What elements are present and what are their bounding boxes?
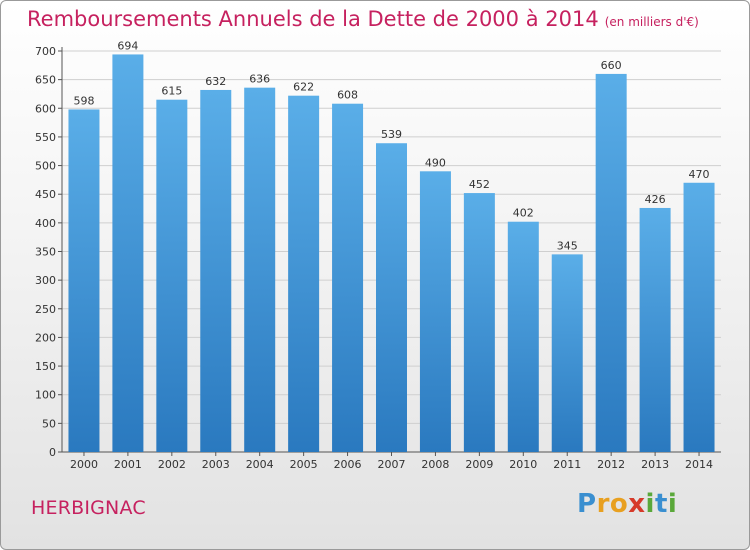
y-tick-label: 50	[42, 417, 56, 430]
chart-title-text: Remboursements Annuels de la Dette de 20…	[27, 7, 599, 31]
bar	[112, 54, 144, 453]
logo-letter: t	[654, 489, 668, 519]
bar-value-label: 660	[601, 59, 622, 72]
y-tick-label: 650	[35, 74, 56, 87]
x-tick-label: 2011	[553, 458, 581, 471]
y-tick-label: 100	[35, 389, 56, 402]
bar-value-label: 608	[337, 89, 358, 102]
x-tick-label: 2001	[114, 458, 142, 471]
x-tick-label: 2000	[70, 458, 98, 471]
bar	[68, 109, 100, 452]
y-tick-label: 450	[35, 188, 56, 201]
bar	[551, 254, 583, 452]
x-tick-label: 2004	[246, 458, 274, 471]
bar	[156, 99, 188, 452]
logo-letter: x	[628, 489, 646, 519]
bar	[244, 87, 276, 453]
bar-value-label: 402	[513, 207, 534, 220]
bar-value-label: 470	[689, 168, 710, 181]
chart-title-unit: (en milliers d'€)	[604, 15, 699, 29]
bar-value-label: 615	[161, 85, 182, 98]
bar-value-label: 490	[425, 156, 446, 169]
logo-letter: o	[609, 489, 629, 519]
commune-name: HERBIGNAC	[31, 497, 146, 519]
y-tick-label: 500	[35, 160, 56, 173]
y-tick-label: 700	[35, 45, 56, 58]
bar	[639, 207, 671, 452]
bar	[200, 89, 232, 452]
bar	[463, 193, 495, 452]
bar	[507, 221, 539, 452]
x-tick-label: 2013	[641, 458, 669, 471]
bar-value-label: 622	[293, 81, 314, 94]
x-tick-label: 2003	[202, 458, 230, 471]
bar-value-label: 636	[249, 73, 270, 86]
x-tick-label: 2010	[509, 458, 537, 471]
bar	[595, 73, 627, 453]
bar-value-label: 426	[645, 193, 666, 206]
bar	[288, 95, 320, 452]
y-tick-label: 550	[35, 131, 56, 144]
y-tick-label: 300	[35, 274, 56, 287]
bar-value-label: 452	[469, 178, 490, 191]
logo-letter: i	[667, 489, 678, 519]
logo-letter: i	[645, 489, 655, 519]
x-tick-label: 2007	[378, 458, 406, 471]
logo-letter: r	[596, 489, 610, 519]
proxiti-logo: Proxiti	[577, 489, 677, 519]
x-tick-label: 2014	[685, 458, 713, 471]
x-tick-label: 2009	[465, 458, 493, 471]
bar	[332, 103, 364, 453]
bar-value-label: 539	[381, 128, 402, 141]
chart-title: Remboursements Annuels de la Dette de 20…	[27, 7, 699, 31]
y-tick-label: 600	[35, 102, 56, 115]
bar	[419, 171, 451, 453]
bar-value-label: 598	[73, 94, 94, 107]
bar	[376, 143, 407, 453]
x-tick-label: 2006	[334, 458, 362, 471]
bar	[683, 182, 715, 452]
logo-letter: P	[577, 489, 597, 519]
x-tick-label: 2002	[158, 458, 186, 471]
bar-value-label: 632	[205, 75, 226, 88]
y-tick-label: 0	[49, 446, 56, 459]
x-tick-label: 2008	[421, 458, 449, 471]
bar-value-label: 345	[557, 239, 578, 252]
y-tick-label: 200	[35, 331, 56, 344]
y-tick-label: 150	[35, 360, 56, 373]
y-tick-label: 400	[35, 217, 56, 230]
y-tick-label: 350	[35, 246, 56, 259]
x-tick-label: 2012	[597, 458, 625, 471]
bar-value-label: 694	[117, 39, 138, 52]
x-tick-label: 2005	[290, 458, 318, 471]
y-tick-label: 250	[35, 303, 56, 316]
